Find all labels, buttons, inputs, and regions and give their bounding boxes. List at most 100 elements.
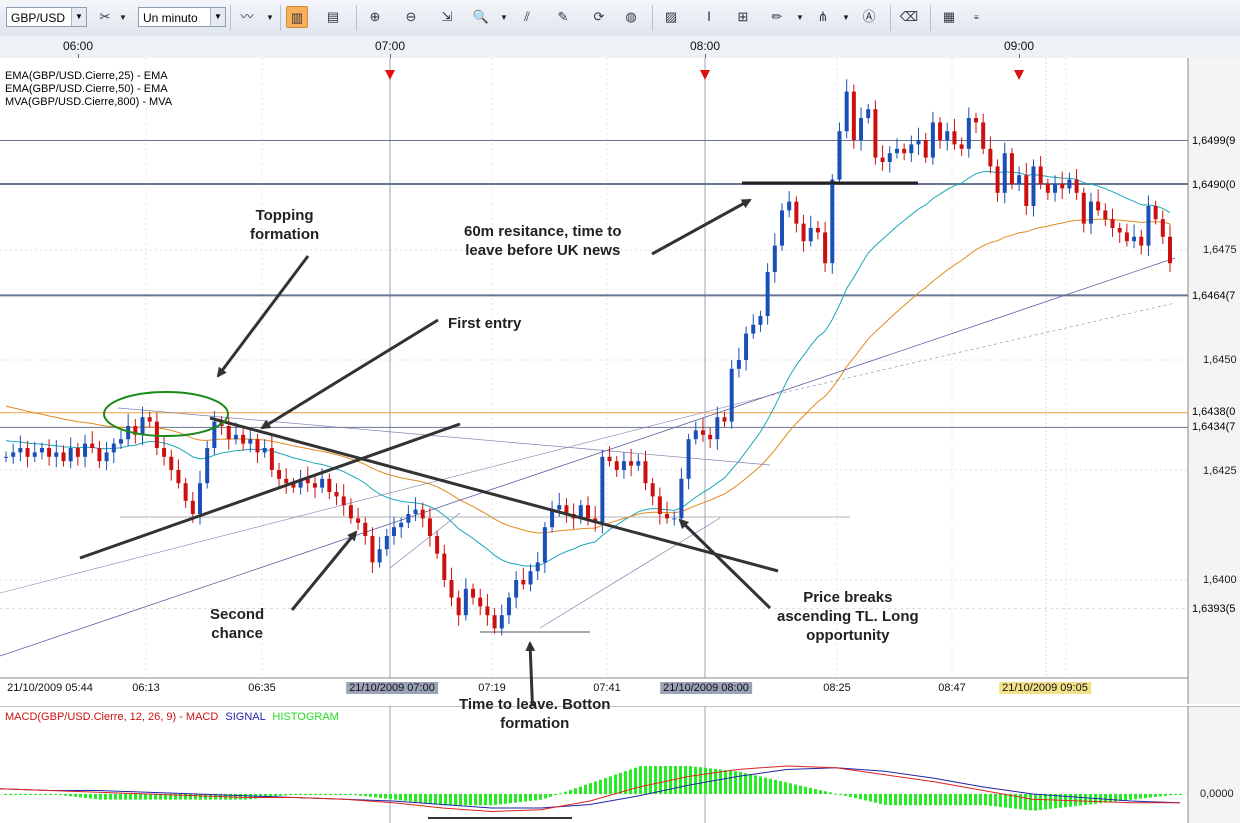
image-icon[interactable]: ▨ <box>664 9 678 24</box>
candle-body <box>68 448 73 462</box>
macd-histogram-bar <box>759 776 762 794</box>
macd-histogram-bar <box>1029 794 1032 811</box>
zoom-icon[interactable]: 🔍 <box>472 9 490 24</box>
candle-body <box>1017 175 1022 184</box>
macd-histogram-bar <box>409 794 412 802</box>
fibonacci-icon[interactable]: ⋔ <box>817 9 829 24</box>
candle-body <box>938 122 943 140</box>
chevron-down-icon[interactable]: ▼ <box>119 13 127 22</box>
chevron-down-icon[interactable]: ▼ <box>796 13 804 22</box>
indicator-icon[interactable]: ⫽ <box>524 9 530 24</box>
cursor-icon[interactable]: Ⅰ <box>707 9 711 24</box>
timeframe-select[interactable]: Un minuto ▼ <box>138 7 226 27</box>
macd-histogram-bar <box>489 794 492 806</box>
candle-body <box>75 448 80 457</box>
candle-body <box>485 606 490 616</box>
candle-body <box>959 144 964 149</box>
refresh-icon[interactable]: ⟳ <box>593 9 605 24</box>
annotation-line: Topping <box>255 207 314 224</box>
macd-histogram-bar <box>1034 794 1037 811</box>
candle-chart-icon[interactable]: ▤ <box>326 9 340 24</box>
candle-body <box>377 549 382 563</box>
symbol-select[interactable]: GBP/USD ▼ <box>6 7 87 27</box>
macd-histogram-bar <box>564 791 567 794</box>
candle-body <box>643 461 648 484</box>
macd-histogram-bar <box>954 794 957 806</box>
eraser-icon[interactable]: ⌫ <box>899 9 919 24</box>
candle-body <box>1060 184 1065 189</box>
macd-histogram-bar <box>629 769 632 794</box>
globe-icon[interactable]: ◍ <box>625 9 637 24</box>
candle-body <box>39 448 44 453</box>
zoom-in-icon[interactable]: ⊕ <box>369 9 381 24</box>
bar-chart-icon[interactable]: ▥ <box>286 6 308 28</box>
macd-histogram-bar <box>94 794 97 800</box>
candle-body <box>492 615 497 629</box>
macd-histogram-bar <box>104 794 107 800</box>
macd-histogram-bar <box>379 794 382 798</box>
chevron-down-icon[interactable]: ▼ <box>842 13 850 22</box>
candle-body <box>226 426 231 440</box>
macd-histogram-bar <box>314 794 317 795</box>
tools-icon[interactable]: ✂ <box>99 9 111 24</box>
candle-body <box>1074 179 1079 193</box>
macd-histogram-bar <box>434 794 437 805</box>
macd-histogram-bar <box>1124 794 1127 801</box>
candle-body <box>384 536 389 550</box>
macd-histogram-bar <box>9 794 12 795</box>
layout-icon[interactable]: ▦ <box>942 9 956 24</box>
macd-histogram-bar <box>369 794 372 797</box>
candle-body <box>909 144 914 154</box>
time-tick: 09:00 <box>1003 39 1035 53</box>
select-icon[interactable]: ⇲ <box>441 9 453 24</box>
zoom-out-icon[interactable]: ⊖ <box>405 9 417 24</box>
chart-type-icon[interactable]: 〰 <box>240 9 254 24</box>
candle-body <box>4 456 8 458</box>
chevron-down-icon[interactable]: ▼ <box>500 13 508 22</box>
candle-body <box>535 562 540 572</box>
macd-histogram-bar <box>829 792 832 794</box>
grid-icon[interactable]: ⊞ <box>737 9 749 24</box>
macd-histogram-bar <box>439 794 442 805</box>
macd-legend: MACD(GBP/USD.Cierre, 12, 26, 9) - MACD S… <box>5 711 339 723</box>
arrow-first-entry <box>260 318 439 430</box>
macd-histogram-bar <box>1089 794 1092 805</box>
macd-signal-line <box>0 767 1181 809</box>
chevron-down-icon[interactable]: ▼ <box>266 13 274 22</box>
edit-icon[interactable]: ✎ <box>557 9 569 24</box>
macd-histogram-bar <box>794 784 797 794</box>
macd-histogram-bar <box>569 789 572 794</box>
candle-body <box>708 434 713 440</box>
ema50-line <box>5 218 1171 534</box>
macd-chart[interactable] <box>0 706 1240 823</box>
text-icon[interactable]: Ⓐ <box>862 9 876 24</box>
macd-histogram-bar <box>729 770 732 794</box>
macd-histogram-bar <box>1169 794 1172 796</box>
macd-histogram-bar <box>449 794 452 806</box>
candle-body <box>564 505 569 514</box>
price-chart[interactable] <box>0 58 1240 706</box>
candle-body <box>636 461 641 466</box>
toolbar-overflow-icon[interactable]: ≡ <box>974 13 979 22</box>
price-label: 1,6450 <box>1203 354 1237 366</box>
candle-body <box>499 615 504 629</box>
macd-histogram-bar <box>124 794 127 800</box>
candle-body <box>269 448 274 470</box>
time-label: 21/10/2009 09:05 <box>999 682 1091 694</box>
macd-histogram-bar <box>734 771 737 794</box>
trend-line-thin <box>539 517 721 629</box>
price-label: 1,6475 <box>1203 244 1237 256</box>
pencil-icon[interactable]: ✏ <box>771 9 783 24</box>
time-tick: 07:00 <box>374 39 406 53</box>
candle-body <box>118 439 123 444</box>
macd-histogram-bar <box>99 794 102 800</box>
candle-body <box>420 509 425 519</box>
candle-body <box>327 478 332 492</box>
candle-body <box>1067 179 1072 189</box>
candle-body <box>981 122 986 149</box>
macd-histogram-bar <box>899 794 902 806</box>
macd-histogram-bar <box>159 794 162 800</box>
trend-line-thin <box>759 302 1176 399</box>
candle-body <box>815 228 820 233</box>
candle-body <box>1117 228 1122 233</box>
